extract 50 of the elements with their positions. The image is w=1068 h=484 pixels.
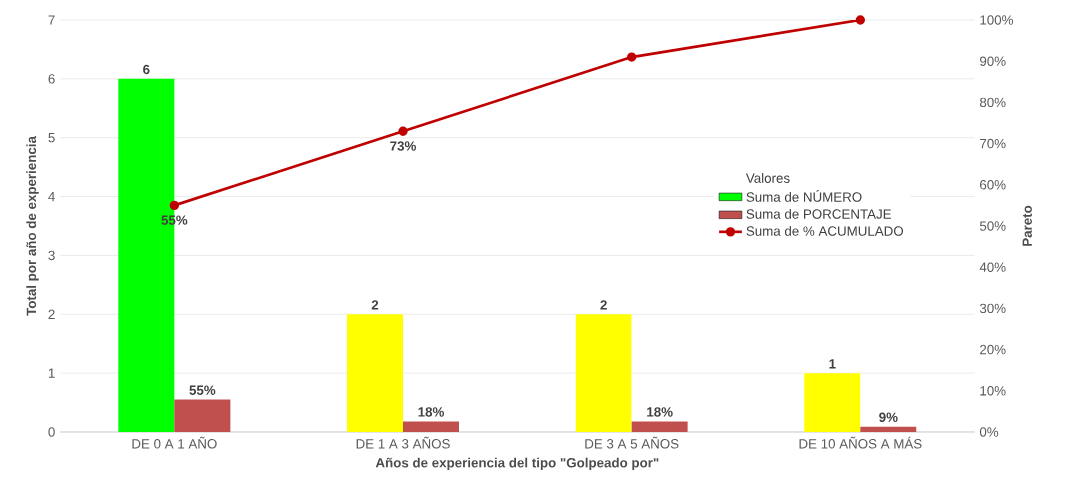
legend-title: Valores (745, 173, 790, 183)
y-tick-label: 2 (48, 309, 55, 319)
x-tick-label: DE 0 A 1 AÑO (132, 436, 217, 449)
data-label: 1 (829, 359, 836, 369)
y-tick-label: 5 (48, 133, 55, 143)
data-label: 73% (390, 141, 416, 151)
bar (346, 314, 404, 432)
bar (575, 314, 632, 432)
data-label: 18% (647, 407, 673, 417)
x-axis-title: Años de experiencia del tipo "Golpeado por" (375, 457, 659, 471)
y-tick-label: 7 (48, 15, 55, 25)
data-label: 2 (600, 300, 607, 310)
data-label: 2 (371, 300, 379, 310)
point (627, 52, 637, 62)
bar (804, 373, 861, 432)
y2-axis-title: Pareto (1022, 205, 1032, 246)
y-tick-label: 0 (48, 427, 55, 437)
y2-tick-label: 40% (979, 262, 1006, 272)
y-axis-title: Total por año de experiencia (26, 136, 39, 316)
y2-tick-label: 60% (980, 180, 1006, 190)
x-tick-label: DE 3 A 5 AÑOS (585, 436, 679, 449)
data-label: 9% (879, 412, 898, 422)
bar (174, 399, 231, 432)
y-tick-label: 1 (48, 368, 55, 378)
y2-tick-label: 100% (980, 15, 1014, 25)
bar (403, 421, 460, 432)
y2-tick-label: 80% (979, 97, 1006, 108)
point (855, 15, 866, 25)
y2-tick-label: 20% (980, 344, 1006, 355)
bar (860, 426, 917, 432)
point (169, 200, 180, 211)
y2-tick-label: 30% (979, 303, 1006, 314)
y-tick-label: 4 (48, 191, 55, 202)
legend-label: Suma de PORCENTAJE (746, 209, 892, 219)
x-tick-label: DE 10 AÑOS A MÁS (799, 436, 922, 449)
y-tick-label: 6 (48, 74, 55, 84)
y2-tick-label: 0% (979, 427, 999, 437)
y2-tick-label: 10% (980, 386, 1006, 396)
data-label: 55% (189, 385, 216, 395)
legend-label: Suma de NÚMERO (746, 190, 862, 202)
y2-tick-label: 90% (980, 56, 1006, 66)
y2-tick-label: 70% (980, 138, 1006, 149)
bar (631, 421, 688, 432)
legend-label: Suma de % ACUMULADO (746, 226, 904, 236)
data-label: 18% (418, 407, 444, 417)
y-tick-label: 3 (48, 250, 55, 261)
y2-tick-label: 50% (979, 221, 1006, 231)
data-label: 6 (143, 64, 150, 75)
x-tick-label: DE 1 A 3 AÑOS (356, 436, 450, 449)
point (398, 126, 408, 136)
